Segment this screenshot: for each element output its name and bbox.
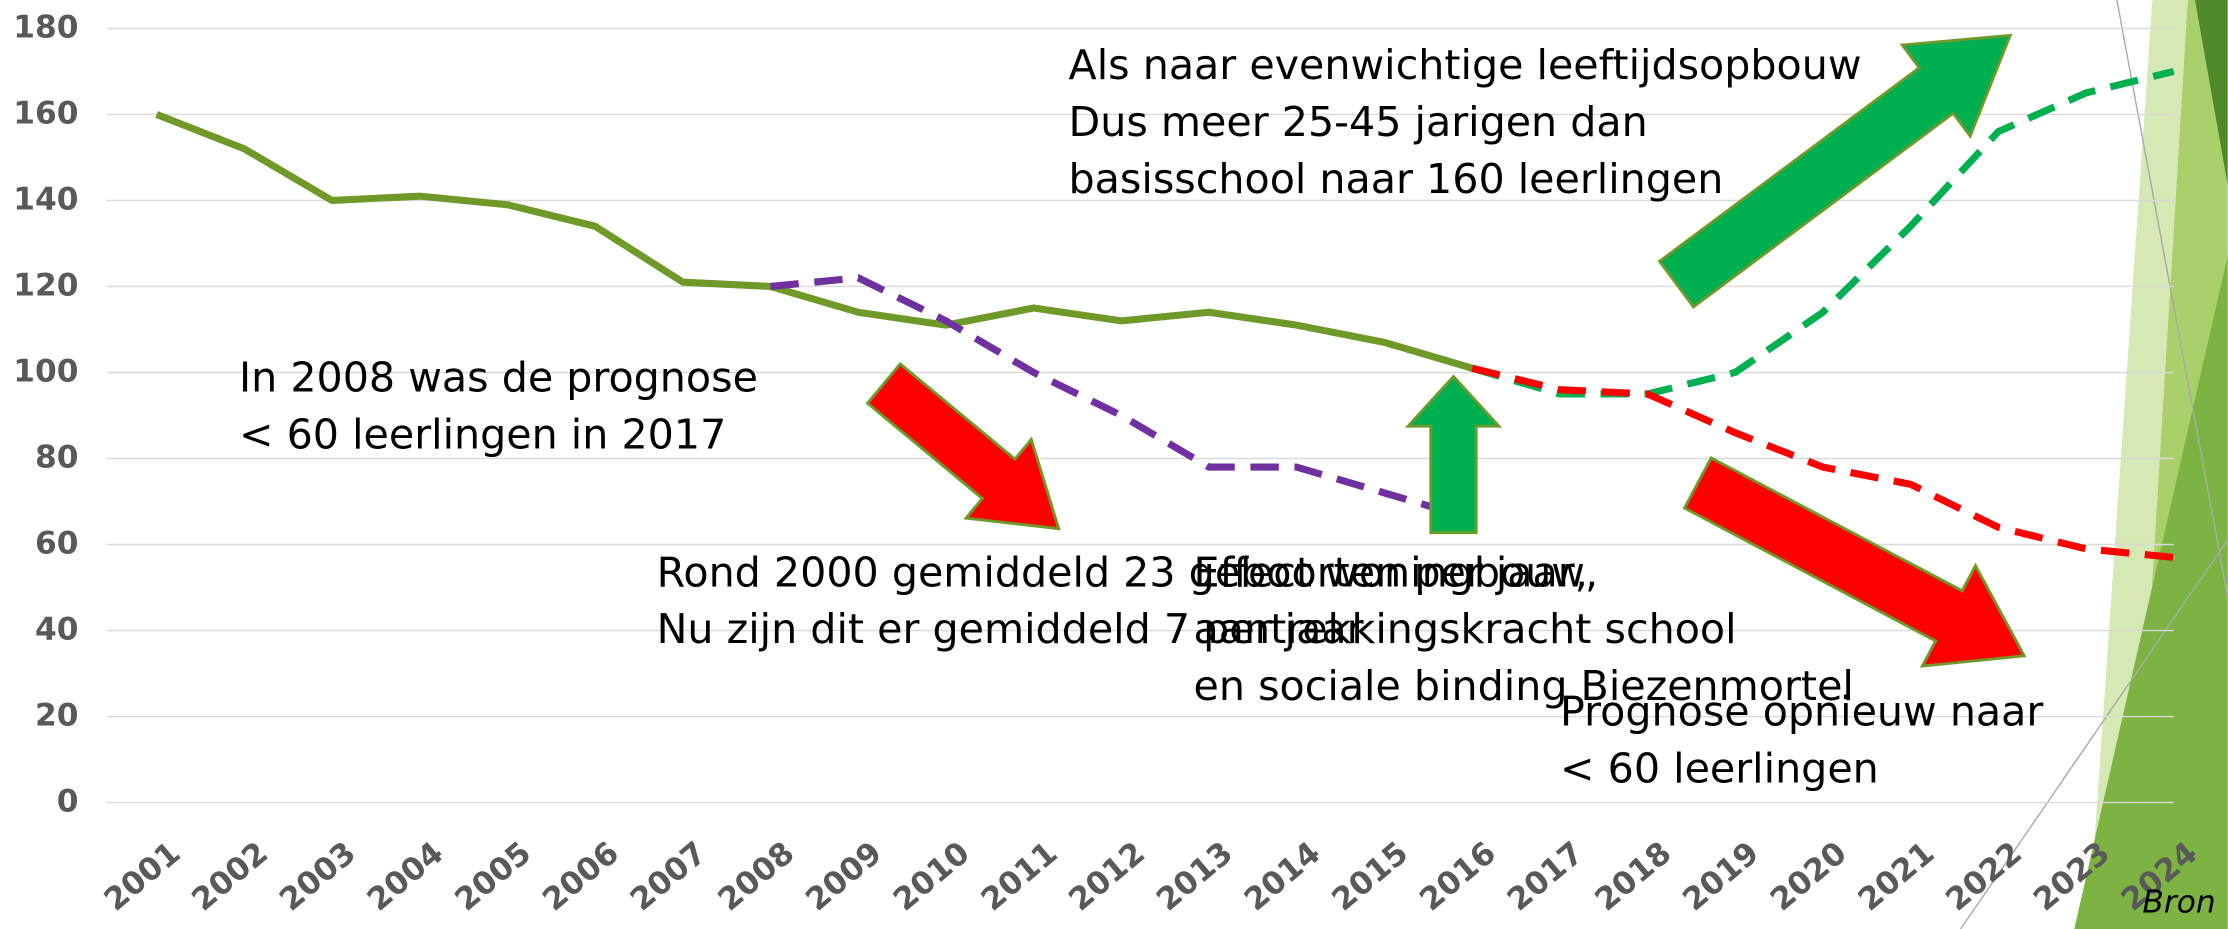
- x-tick-label: 2001: [98, 835, 188, 918]
- x-tick-label: 2021: [1852, 835, 1942, 918]
- x-tick-label: 2016: [1413, 835, 1503, 918]
- arrow: [865, 361, 1061, 531]
- x-tick-label: 2015: [1325, 835, 1415, 918]
- arrows: [865, 33, 2027, 668]
- x-tick-label: 2002: [185, 835, 275, 918]
- x-tick-label: 2022: [1939, 835, 2029, 918]
- series-line: [1471, 67, 2175, 398]
- y-tick-label: 80: [35, 440, 78, 476]
- deco-line: [2116, 0, 2228, 597]
- x-tick-label: 2014: [1238, 835, 1328, 918]
- annotation: Rond 2000 gemiddeld 23 geboorten per jaa…: [657, 548, 1588, 596]
- annotation: < 60 leerlingen in 2017: [239, 411, 726, 459]
- annotation: Effect woningbouw,: [1194, 548, 1599, 596]
- x-tick-label: 2011: [975, 835, 1065, 918]
- x-tick-label: 2012: [1062, 835, 1152, 918]
- source: Bron: [2142, 884, 2215, 920]
- annotation: Als naar evenwichtige leeftijdsopbouw: [1069, 41, 1862, 89]
- x-tick-label: 2005: [448, 835, 538, 918]
- series-line: [1471, 364, 2175, 561]
- arrow: [1682, 455, 2027, 668]
- x-tick-label: 2007: [624, 835, 714, 918]
- x-tick-label: 2003: [273, 835, 363, 918]
- series-line: [155, 111, 1474, 372]
- annotation: en sociale binding Biezenmortel: [1194, 662, 1854, 710]
- x-tick-label: 2009: [799, 835, 889, 918]
- y-tick-label: 100: [13, 353, 78, 389]
- x-tick-label: 2017: [1501, 835, 1591, 918]
- annotation: Nu zijn dit er gemiddeld 7 per jaar: [657, 605, 1364, 653]
- deco-shape: [2194, 0, 2228, 185]
- x-tick-label: 2018: [1589, 835, 1679, 918]
- y-tick-label: 60: [35, 526, 78, 562]
- annotation: basisschool naar 160 leerlingen: [1069, 155, 1724, 203]
- y-tick-label: 140: [13, 181, 78, 217]
- x-tick-label: 2004: [361, 835, 451, 918]
- x-tick-label: 2020: [1764, 835, 1854, 918]
- x-tick-label: 2008: [712, 835, 802, 918]
- x-tick-label: 2006: [536, 835, 626, 918]
- series-line: [770, 274, 1474, 523]
- annotation: Dus meer 25-45 jarigen dan: [1069, 98, 1648, 146]
- x-tick-label: 2013: [1150, 835, 1240, 918]
- annotation: In 2008 was de prognose: [239, 354, 758, 402]
- y-tick-label: 180: [13, 9, 78, 45]
- x-tick-label: 2019: [1676, 835, 1766, 918]
- annotation: Prognose opnieuw naar: [1560, 688, 2043, 736]
- arrow: [1657, 33, 2013, 309]
- y-tick-label: 0: [57, 784, 79, 820]
- y-tick-label: 120: [13, 267, 78, 303]
- y-tick-label: 40: [35, 612, 78, 648]
- arrow: [1404, 374, 1503, 535]
- annotation: < 60 leerlingen: [1560, 744, 1879, 792]
- decoration: [1960, 0, 2228, 929]
- deco-line: [1960, 539, 2228, 929]
- y-tick-label: 160: [13, 95, 78, 131]
- y-tick-label: 20: [35, 698, 78, 734]
- x-tick-label: 2010: [887, 835, 977, 918]
- annotation: aantrekkingskracht school: [1194, 605, 1737, 653]
